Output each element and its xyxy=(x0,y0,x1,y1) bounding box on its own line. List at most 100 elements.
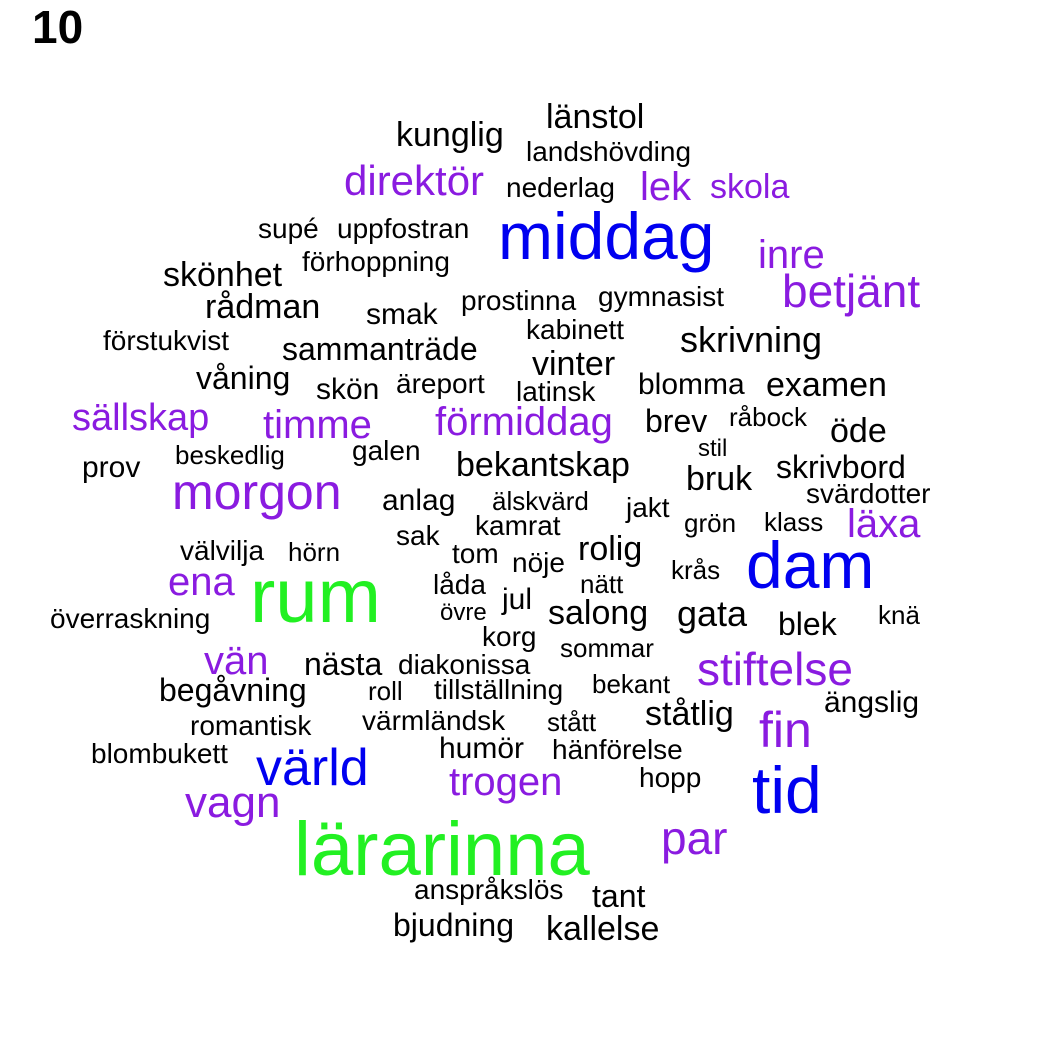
word-bekant: bekant xyxy=(592,669,671,699)
word-statlig: ståtlig xyxy=(645,695,734,733)
word-gymnasist: gymnasist xyxy=(598,281,725,312)
word-noje: nöje xyxy=(512,547,565,578)
word-inre: inre xyxy=(758,233,825,277)
word-svardotter: svärdotter xyxy=(806,478,931,509)
word-skon: skön xyxy=(316,373,380,406)
word-rolig: rolig xyxy=(578,530,643,568)
word-vagn: vagn xyxy=(185,778,281,827)
word-laxa: läxa xyxy=(847,502,921,546)
word-blombukett: blombukett xyxy=(91,738,228,769)
word-varld: värld xyxy=(256,739,369,797)
word-stiftelse: stiftelse xyxy=(697,643,853,695)
panel-number: 10 xyxy=(32,1,84,53)
word-lek: lek xyxy=(640,165,692,209)
word-sallskap: sällskap xyxy=(72,397,210,439)
word-korg: korg xyxy=(482,621,537,652)
word-prov: prov xyxy=(82,451,141,484)
word-kamrat: kamrat xyxy=(475,510,561,541)
word-nederlag: nederlag xyxy=(506,172,615,203)
word-skonhet: skönhet xyxy=(163,256,283,294)
word-beskedlig: beskedlig xyxy=(175,440,285,470)
word-skrivning: skrivning xyxy=(680,319,823,360)
word-lanstol: länstol xyxy=(546,98,645,136)
word-jakt: jakt xyxy=(626,492,670,523)
word-landshovding: landshövding xyxy=(526,136,692,167)
word-rabock: råbock xyxy=(729,402,808,432)
word-kunglig: kunglig xyxy=(396,116,504,154)
word-dam: dam xyxy=(746,528,875,602)
word-jul: jul xyxy=(502,583,533,616)
word-varmlandsk: värmländsk xyxy=(362,705,506,736)
word-par: par xyxy=(661,812,728,864)
word-bjudning: bjudning xyxy=(393,907,514,943)
word-brev: brev xyxy=(645,403,708,439)
word-galen: galen xyxy=(352,435,421,466)
word-diakonissa: diakonissa xyxy=(398,649,531,680)
word-prostinna: prostinna xyxy=(461,285,577,316)
word-tant: tant xyxy=(592,878,646,914)
word-gron: grön xyxy=(684,508,737,538)
word-kras: krås xyxy=(671,555,721,585)
word-kallelse: kallelse xyxy=(546,910,660,948)
word-statt: stått xyxy=(547,707,597,737)
word-ansprakslos: anspråkslös xyxy=(414,874,564,905)
word-fin: fin xyxy=(759,702,812,758)
word-morgon: morgon xyxy=(172,464,342,520)
word-trogen: trogen xyxy=(449,760,563,804)
word-smak: smak xyxy=(366,298,438,331)
word-hanforelse: hänförelse xyxy=(552,734,683,765)
word-romantisk: romantisk xyxy=(190,710,312,741)
word-vinter: vinter xyxy=(532,345,616,383)
word-bekantskap: bekantskap xyxy=(456,446,630,484)
word-middag: middag xyxy=(498,199,715,273)
word-formiddag: förmiddag xyxy=(435,400,613,444)
word-begavning: begåvning xyxy=(159,672,307,708)
word-vaning: våning xyxy=(196,360,291,396)
word-humor: humör xyxy=(439,732,525,765)
word-tid: tid xyxy=(752,753,822,827)
word-blek: blek xyxy=(778,606,837,642)
word-examen: examen xyxy=(766,366,887,404)
word-kna: knä xyxy=(878,600,920,630)
word-alskvard: älskvärd xyxy=(492,486,589,516)
word-overraskning: överraskning xyxy=(50,603,211,634)
word-nasta: nästa xyxy=(304,646,383,682)
word-van: vän xyxy=(204,639,269,683)
word-roll: roll xyxy=(368,676,403,706)
word-latinsk: latinsk xyxy=(516,376,596,407)
word-lararinna: lärarinna xyxy=(294,807,590,892)
word-uppfostran: uppfostran xyxy=(337,213,470,244)
word-sommar: sommar xyxy=(560,633,654,663)
word-direktor: direktör xyxy=(344,157,485,204)
word-sammantrade: sammanträde xyxy=(282,331,478,367)
word-lada: låda xyxy=(433,569,486,600)
word-areport: äreport xyxy=(396,368,485,399)
word-stil: stil xyxy=(698,435,728,462)
word-gata: gata xyxy=(677,593,748,634)
word-blomma: blomma xyxy=(638,368,745,401)
word-ena: ena xyxy=(168,560,235,604)
word-tillstallning: tillställning xyxy=(434,674,564,705)
word-horn: hörn xyxy=(288,537,341,567)
word-klass: klass xyxy=(764,507,824,537)
word-anlag: anlag xyxy=(382,484,456,517)
word-ovre: övre xyxy=(440,599,487,626)
word-valvilja: välvilja xyxy=(180,535,265,566)
word-hopp: hopp xyxy=(639,762,702,793)
word-supe: supé xyxy=(258,213,319,244)
word-angslig: ängslig xyxy=(824,686,920,719)
word-forstukvist: förstukvist xyxy=(103,325,230,356)
word-radman: rådman xyxy=(205,288,321,326)
word-salong: salong xyxy=(548,594,649,632)
word-betjant: betjänt xyxy=(782,265,921,317)
word-timme: timme xyxy=(263,403,372,447)
word-rum: rum xyxy=(250,554,381,639)
word-skrivbord: skrivbord xyxy=(776,449,906,485)
word-forhoppning: förhoppning xyxy=(302,246,450,277)
word-sak: sak xyxy=(396,520,440,551)
word-skola: skola xyxy=(710,168,790,206)
word-natt: nätt xyxy=(580,569,624,599)
word-kabinett: kabinett xyxy=(526,314,625,345)
word-bruk: bruk xyxy=(686,460,753,498)
